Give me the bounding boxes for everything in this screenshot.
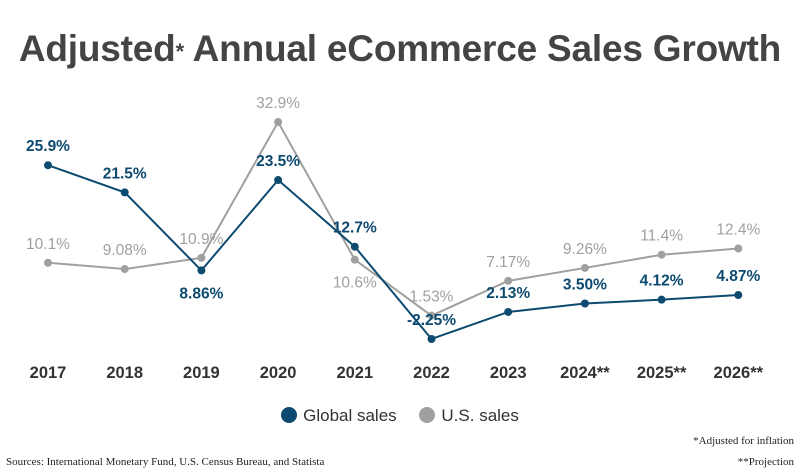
data-label-us-2019: 10.9% [179,231,223,248]
x-tick-label-2020: 2020 [260,364,297,382]
data-label-global-2023: 2.13% [486,285,530,302]
note-adjusted: *Adjusted for inflation [693,435,794,447]
data-label-global-2019: 8.86% [179,285,223,302]
point-us-2023 [504,276,513,285]
title-star: * [175,39,185,64]
data-label-us-2022: 1.53% [410,289,454,306]
data-label-global-2018: 21.5% [103,165,147,182]
data-label-us-2020: 32.9% [256,95,300,112]
data-label-us-2023: 7.17% [486,254,530,271]
x-tick-label-2017: 2017 [30,364,67,382]
point-global-2020 [274,176,283,185]
point-global-2019 [197,266,206,275]
data-label-global-2024**: 3.50% [563,277,607,294]
x-tick-label-2018: 2018 [106,364,143,382]
point-us-2017 [44,258,52,267]
data-label-global-2022: -2.25% [407,312,456,329]
legend-item-global: Global sales [281,406,397,426]
point-us-2018 [120,265,129,274]
point-global-2021 [350,242,359,251]
data-label-global-2025**: 4.12% [640,273,684,290]
point-us-2021 [350,255,359,264]
point-us-2025** [657,250,666,259]
data-label-us-2018: 9.08% [103,242,147,259]
point-global-2018 [120,188,129,197]
data-label-global-2017: 25.9% [26,138,70,155]
note-projection: **Projection [737,456,794,468]
data-label-global-2020: 23.5% [256,153,300,170]
point-global-2022 [427,335,436,343]
data-label-us-2021: 10.6% [333,275,377,292]
data-label-global-2026**: 4.87% [716,268,760,285]
legend-label-us: U.S. sales [441,406,519,425]
legend: Global sales U.S. sales [0,406,800,426]
x-tick-label-2021: 2021 [336,364,373,382]
point-us-2024** [580,263,589,272]
x-tick-label-2026**: 2026** [714,364,764,382]
chart-title: Adjusted* Annual eCommerce Sales Growth [0,28,800,70]
title-rest: Annual eCommerce Sales Growth [183,28,782,69]
point-us-2019 [197,253,206,262]
point-global-2025** [657,295,666,304]
x-tick-label-2023: 2023 [490,364,527,382]
x-tick-label-2024**: 2024** [560,364,610,382]
point-global-2026** [734,291,743,300]
x-tick-label-2025**: 2025** [637,364,687,382]
legend-item-us: U.S. sales [419,406,519,426]
x-tick-label-2019: 2019 [183,364,220,382]
point-us-2020 [274,118,283,126]
data-label-us-2017: 10.1% [26,236,70,253]
sources: Sources: International Monetary Fund, U.… [6,456,325,468]
point-us-2026** [734,244,743,253]
data-label-us-2024**: 9.26% [563,241,607,258]
point-global-2024** [580,299,589,308]
legend-label-global: Global sales [303,406,397,425]
x-tick-label-2022: 2022 [413,364,450,382]
data-label-us-2026**: 12.4% [716,222,760,239]
series-line-us [47,119,739,317]
point-global-2017 [44,161,52,170]
data-label-global-2021: 12.7% [333,220,377,237]
point-global-2023 [504,307,513,316]
series-line-global [47,164,739,341]
point-us-2022 [427,311,436,320]
legend-dot-global [281,407,298,423]
data-label-us-2025**: 11.4% [640,228,683,245]
legend-dot-us [419,407,436,423]
title-main: Adjusted [18,28,176,69]
